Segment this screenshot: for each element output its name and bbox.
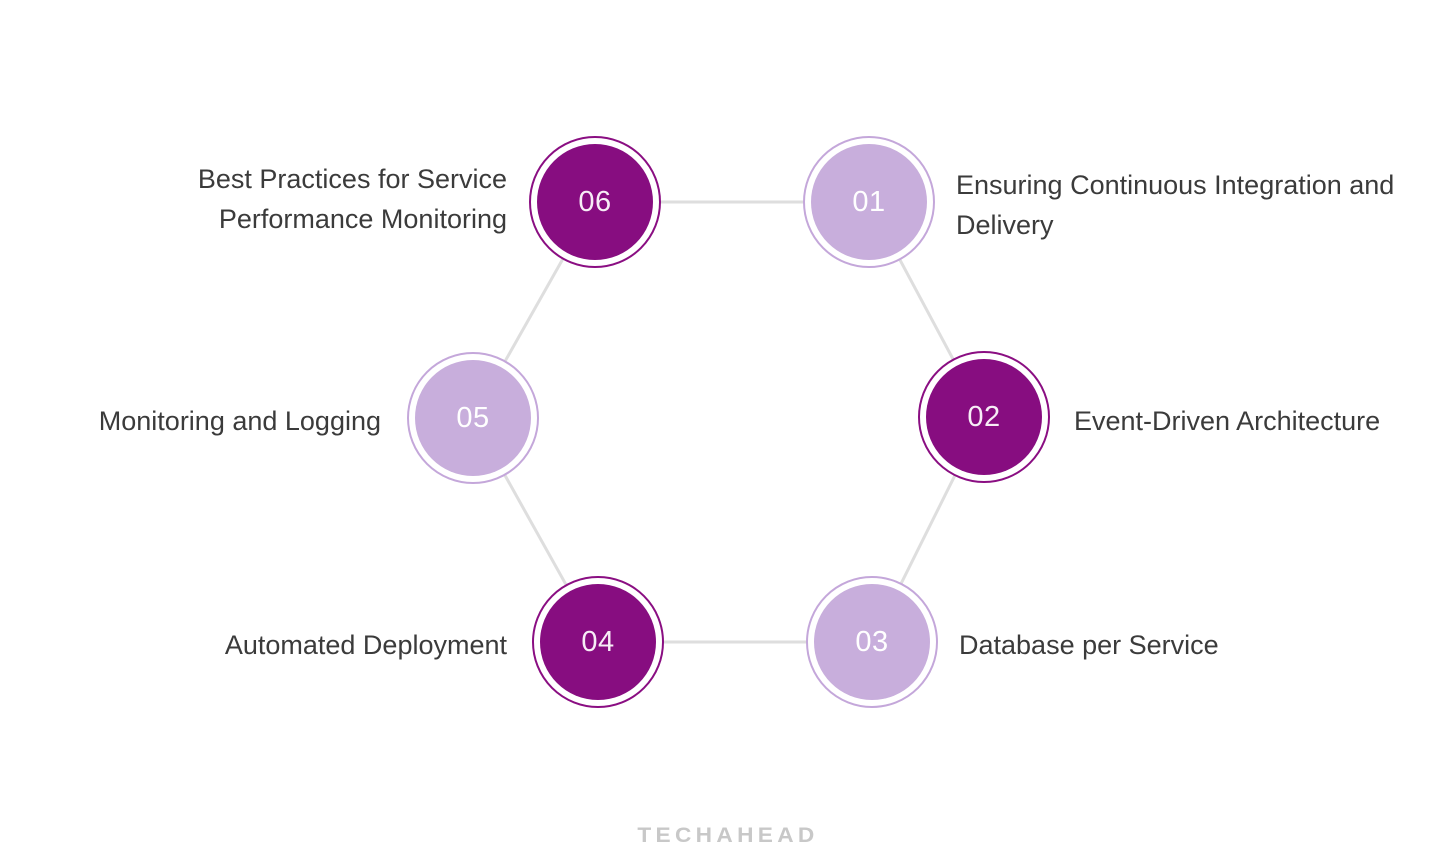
node-03-circle: 03 xyxy=(814,584,930,700)
node-01-label: Ensuring Continuous Integration and Deli… xyxy=(956,170,1395,240)
node-03-label: Database per Service xyxy=(959,630,1219,660)
node-06-label: Best Practices for Service Performance M… xyxy=(197,164,507,234)
node-02: 02 xyxy=(918,351,1050,483)
node-05-number: 05 xyxy=(456,401,490,434)
node-02-number: 02 xyxy=(967,400,1001,433)
node-04-number: 04 xyxy=(581,625,615,658)
node-04-circle: 04 xyxy=(540,584,656,700)
node-05-circle: 05 xyxy=(415,360,531,476)
techahead-logo: TECHAHEAD xyxy=(637,824,819,847)
node-03-number: 03 xyxy=(855,625,889,658)
node-06: 06 xyxy=(529,136,661,268)
node-01-number: 01 xyxy=(852,185,886,218)
node-06-circle: 06 xyxy=(537,144,653,260)
node-03: 03 xyxy=(806,576,938,708)
node-05-label: Monitoring and Logging xyxy=(98,406,381,436)
node-01-circle: 01 xyxy=(811,144,927,260)
node-01: 01 xyxy=(803,136,935,268)
node-02-circle: 02 xyxy=(926,359,1042,475)
node-02-label: Event-Driven Architecture xyxy=(1074,406,1381,436)
node-04-label: Automated Deployment xyxy=(224,630,507,660)
node-04: 04 xyxy=(532,576,664,708)
node-05: 05 xyxy=(407,352,539,484)
node-06-number: 06 xyxy=(578,185,612,218)
